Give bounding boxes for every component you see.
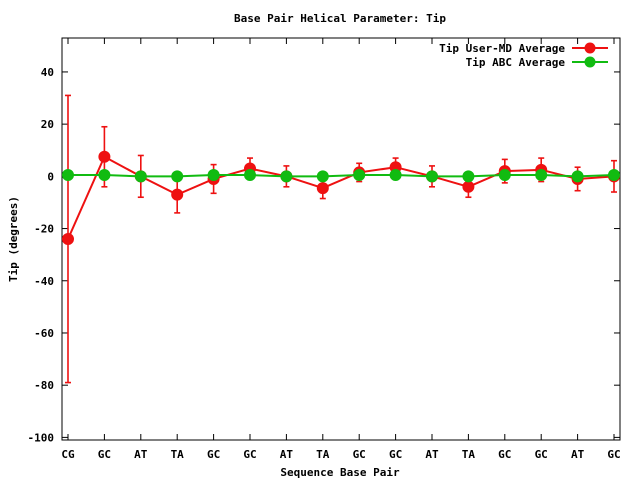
data-point	[316, 170, 329, 183]
x-tick-label: AT	[280, 448, 294, 461]
series-1	[62, 94, 620, 384]
y-tick-label: -20	[34, 223, 54, 236]
y-tick-label: -100	[28, 431, 55, 444]
x-tick-label: GC	[498, 448, 511, 461]
x-tick-label: GC	[535, 448, 548, 461]
plot-area: -100 -80 -60 -40 -20 0 20 40 CG GC AT TA GC GC AT TA GC G…	[28, 37, 621, 461]
data-point	[608, 169, 620, 182]
data-point	[244, 169, 256, 182]
series-2	[62, 169, 620, 183]
data-point	[426, 170, 438, 183]
x-tick-label: GC	[353, 448, 366, 461]
data-point	[353, 169, 366, 182]
x-tick-label: AT	[571, 448, 585, 461]
x-tick-label: AT	[134, 448, 148, 461]
data-point	[316, 182, 329, 195]
y-tick-label: -80	[34, 379, 54, 392]
x-tick-label: GC	[607, 448, 620, 461]
data-point	[207, 169, 220, 182]
series-line	[68, 174, 615, 178]
data-point	[498, 169, 511, 182]
legend-marker	[584, 56, 596, 68]
x-tick-label: GC	[243, 448, 256, 461]
data-point	[571, 170, 584, 183]
data-point	[62, 169, 74, 182]
data-point	[462, 180, 475, 193]
x-tick-label: TA	[316, 448, 330, 461]
y-tick-label: -40	[34, 275, 54, 288]
data-point	[462, 170, 475, 183]
data-point	[62, 233, 74, 245]
x-tick-label: CG	[61, 448, 75, 461]
data-point	[171, 188, 184, 201]
legend-label: Tip User-MD Average	[439, 42, 565, 55]
x-tick-label: GC	[389, 448, 402, 461]
data-point	[389, 169, 402, 182]
y-tick-label: 0	[47, 170, 54, 183]
x-tick-label: AT	[425, 448, 439, 461]
series-line	[67, 155, 615, 240]
y-tick-label: 20	[41, 118, 54, 131]
x-tick-label: GC	[98, 448, 111, 461]
legend-label: Tip ABC Average	[466, 56, 566, 69]
legend-marker	[584, 42, 596, 54]
x-tick-label: GC	[207, 448, 220, 461]
plot-frame	[61, 37, 621, 441]
data-point	[280, 170, 293, 183]
data-point	[535, 169, 548, 182]
data-point	[98, 150, 111, 163]
y-axis-label: Tip (degrees)	[7, 196, 20, 282]
chart-title: Base Pair Helical Parameter: Tip	[234, 12, 446, 25]
x-tick-label: TA	[171, 448, 185, 461]
y-tick-label: 40	[41, 66, 54, 79]
data-point	[134, 170, 147, 183]
x-axis-label: Sequence Base Pair	[280, 466, 400, 479]
x-tick-label: TA	[462, 448, 476, 461]
data-point	[98, 169, 111, 182]
y-tick-label: -60	[34, 327, 54, 340]
data-point	[171, 170, 184, 183]
